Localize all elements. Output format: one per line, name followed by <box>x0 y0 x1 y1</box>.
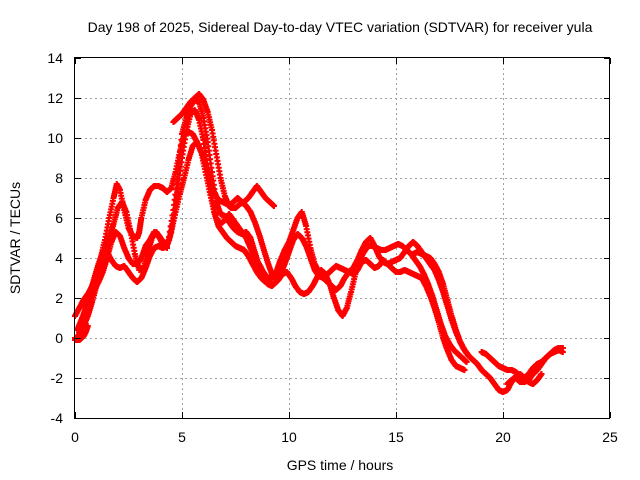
data-point <box>167 223 174 230</box>
y-tick-label: 2 <box>55 290 63 306</box>
data-point <box>175 165 182 172</box>
series-track-8 <box>504 347 566 387</box>
series-track-4 <box>78 97 472 359</box>
y-tick-label: 6 <box>55 210 63 226</box>
x-tick-label: 20 <box>495 429 511 445</box>
data-points <box>72 91 566 395</box>
y-tick-label: -2 <box>51 370 64 386</box>
data-point <box>559 349 566 355</box>
x-axis-title: GPS time / hours <box>287 457 394 473</box>
x-tick-label: 25 <box>602 429 618 445</box>
data-point <box>463 359 470 365</box>
y-tick-label: -4 <box>51 410 64 426</box>
y-tick-label: 0 <box>55 330 63 346</box>
data-point <box>171 201 178 208</box>
series-track-5 <box>170 91 280 283</box>
data-point <box>461 367 468 373</box>
data-point <box>173 181 180 188</box>
data-point <box>84 323 91 329</box>
data-point <box>166 228 173 235</box>
data-point <box>177 148 184 155</box>
data-point <box>271 203 277 209</box>
y-tick-label: 4 <box>55 250 63 266</box>
data-point <box>176 153 183 160</box>
y-tick-label: 14 <box>47 50 63 66</box>
data-point <box>169 212 176 219</box>
data-point <box>178 136 185 143</box>
y-axis-title: SDTVAR / TECUs <box>7 182 23 294</box>
data-point <box>170 207 177 213</box>
y-tick-label: 12 <box>47 90 63 106</box>
data-point <box>164 239 171 246</box>
data-point <box>538 371 545 377</box>
data-point <box>175 159 182 166</box>
plot-frame <box>74 57 610 419</box>
y-tick-label: 10 <box>47 130 63 146</box>
y-tick-label: 8 <box>55 170 63 186</box>
x-axis-tick-labels: 0 5 10 15 20 25 <box>71 429 618 445</box>
data-point <box>164 245 170 251</box>
data-point <box>174 176 181 183</box>
data-point <box>273 277 280 283</box>
data-point <box>172 191 179 198</box>
data-point <box>168 217 175 224</box>
chart-title: Day 198 of 2025, Sidereal Day-to-day VTE… <box>88 19 593 35</box>
data-point <box>165 234 172 241</box>
data-point <box>174 171 181 177</box>
x-tick-label: 0 <box>71 429 79 445</box>
x-tick-label: 5 <box>178 429 186 445</box>
data-point <box>177 142 184 149</box>
x-tick-label: 15 <box>388 429 404 445</box>
x-tick-label: 10 <box>281 429 297 445</box>
y-axis-tick-labels: -4 -2 0 2 4 6 8 10 12 14 <box>47 50 63 426</box>
axis-ticks <box>75 58 611 419</box>
data-point <box>171 196 178 203</box>
data-point <box>172 186 179 193</box>
